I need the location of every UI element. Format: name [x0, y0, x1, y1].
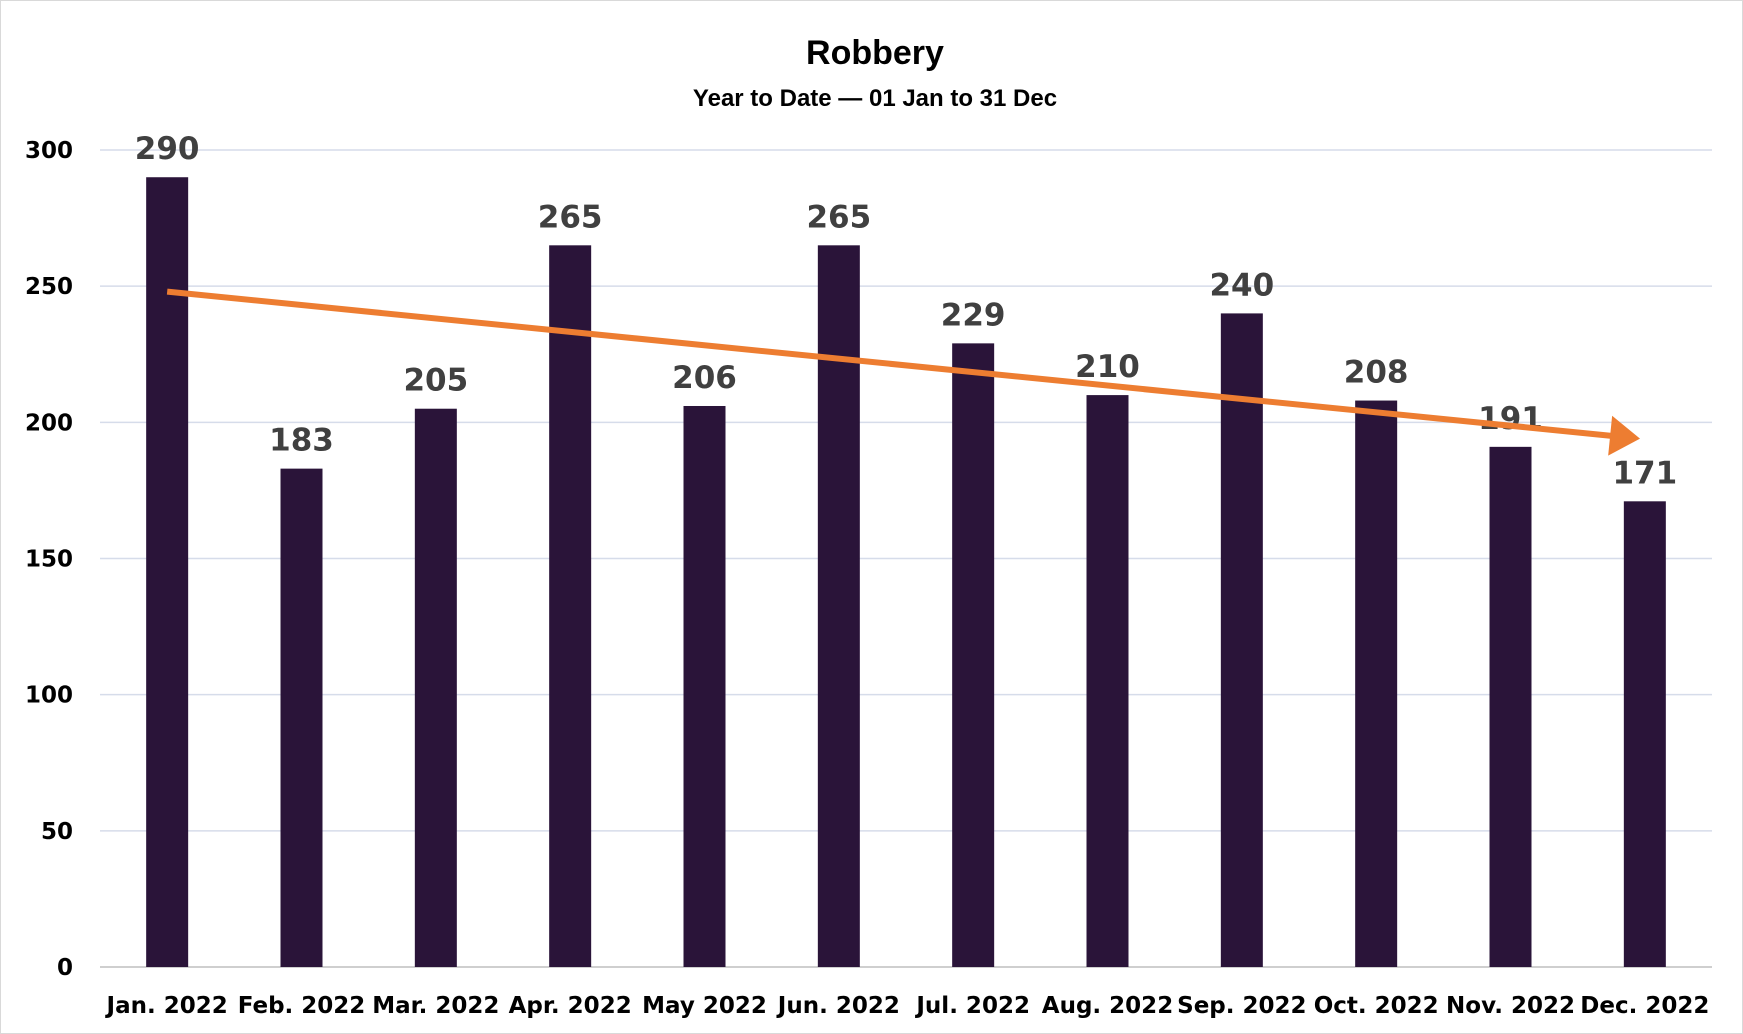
- x-tick-label: Oct. 2022: [1314, 993, 1439, 1019]
- bar-5: [683, 405, 726, 967]
- trend-line: [166, 288, 1615, 440]
- y-axis-ticks: 0 50 100 150 200 250 300: [25, 138, 73, 981]
- x-tick-label: Aug. 2022: [1042, 993, 1173, 1019]
- chart-title: Robbery: [806, 34, 944, 72]
- x-tick-label: Mar. 2022: [372, 993, 499, 1019]
- data-label: 208: [1344, 355, 1409, 391]
- data-label: 171: [1612, 455, 1677, 491]
- bar-9: [1220, 313, 1263, 967]
- y-tick-label: 0: [57, 955, 73, 981]
- gridlines: [100, 149, 1712, 968]
- data-label: 240: [1209, 267, 1274, 303]
- trend-arrow: [166, 288, 1640, 456]
- data-label: 183: [269, 423, 334, 459]
- bar-4: [549, 245, 592, 968]
- data-labels: 290 183 205 265 206 265 229 210 240 208 191 171: [135, 131, 1677, 491]
- x-tick-label: Jan. 2022: [105, 993, 228, 1019]
- y-tick-label: 50: [41, 819, 73, 845]
- y-tick-label: 200: [25, 410, 73, 436]
- bar-2: [280, 468, 323, 967]
- bar-3: [414, 408, 457, 967]
- x-tick-label: Jun. 2022: [776, 993, 900, 1019]
- trend-arrowhead: [1608, 415, 1640, 456]
- bars: [146, 177, 1666, 968]
- y-tick-label: 150: [25, 547, 73, 573]
- x-tick-label: May 2022: [642, 993, 767, 1019]
- data-label: 265: [538, 199, 603, 235]
- data-label: 191: [1478, 401, 1543, 437]
- x-axis-ticks: Jan. 2022 Feb. 2022 Mar. 2022 Apr. 2022 May …: [105, 993, 1710, 1019]
- y-tick-label: 300: [25, 138, 73, 164]
- x-tick-label: Feb. 2022: [238, 993, 366, 1019]
- bar-11: [1489, 446, 1532, 967]
- bar-12: [1623, 501, 1666, 967]
- bar-10: [1355, 400, 1398, 968]
- chart-subtitle: Year to Date — 01 Jan to 31 Dec: [693, 85, 1057, 112]
- x-tick-label: Nov. 2022: [1446, 993, 1575, 1019]
- data-label: 205: [403, 363, 468, 399]
- data-label: 229: [941, 297, 1006, 333]
- bar-1: [146, 177, 189, 967]
- data-label: 206: [672, 360, 737, 396]
- data-label: 290: [135, 131, 200, 167]
- y-tick-label: 100: [25, 683, 73, 709]
- y-tick-label: 250: [25, 274, 73, 300]
- x-tick-label: Dec. 2022: [1580, 993, 1709, 1019]
- x-tick-label: Apr. 2022: [509, 993, 632, 1019]
- data-label: 210: [1075, 349, 1140, 385]
- bar-7: [952, 343, 995, 967]
- x-tick-label: Jul. 2022: [914, 993, 1030, 1019]
- data-label: 265: [806, 199, 871, 235]
- x-tick-label: Sep. 2022: [1177, 993, 1306, 1019]
- bar-6: [817, 245, 860, 968]
- bar-8: [1086, 395, 1129, 968]
